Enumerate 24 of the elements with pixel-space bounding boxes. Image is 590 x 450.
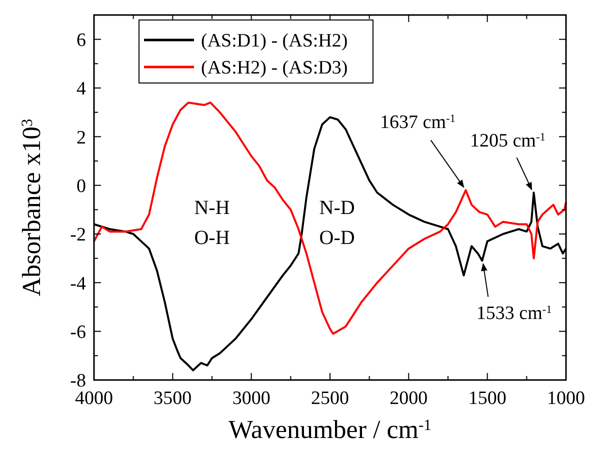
x-axis-title: Wavenumber / cm$^{-1}$ bbox=[228, 415, 432, 444]
annotation: N-H bbox=[194, 196, 230, 219]
annotation: O-D bbox=[319, 226, 355, 249]
y-tick-label: -4 bbox=[70, 273, 86, 294]
x-tick-label: 1500 bbox=[468, 388, 506, 409]
x-tick-label: 3000 bbox=[232, 388, 270, 409]
x-tick-label: 1000 bbox=[547, 388, 585, 409]
annotation: 1533 cm$^{-1}$ bbox=[476, 302, 552, 324]
y-tick-label: 2 bbox=[76, 127, 86, 148]
legend-label: (AS:H2) - (AS:D3) bbox=[201, 58, 348, 79]
annotation: 1205 cm$^{-1}$ bbox=[470, 130, 546, 152]
y-tick-label: 0 bbox=[76, 176, 86, 197]
x-tick-label: 2500 bbox=[311, 388, 349, 409]
x-tick-label: 2000 bbox=[390, 388, 428, 409]
y-tick-label: -2 bbox=[70, 224, 86, 246]
line-series bbox=[93, 102, 567, 335]
annotation: 1637 cm$^{-1}$ bbox=[380, 112, 456, 134]
annotation: O-H bbox=[194, 226, 230, 249]
x-tick-label: 3500 bbox=[154, 388, 192, 409]
y-tick-label: 6 bbox=[76, 30, 86, 51]
y-tick-label: -6 bbox=[70, 322, 86, 343]
legend-label: (AS:D1) - (AS:H2) bbox=[201, 30, 348, 52]
annotation: N-D bbox=[319, 196, 355, 219]
y-tick-label: 4 bbox=[76, 78, 86, 100]
